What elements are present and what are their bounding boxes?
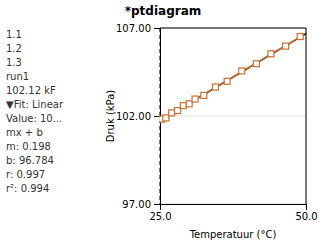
y-tick-label: 107.00 [116,23,151,34]
chart: *ptdiagram 1.1 1.2 1.3 run1 102.12 kF ▼Fit: Li… [0,0,326,246]
data-point [268,51,274,57]
data-point [175,108,181,114]
grid [160,28,306,204]
data-point [201,92,207,98]
annotation: 1.3 [6,57,22,68]
annotation: r²: 0.994 [6,183,49,194]
annotation: run1 [6,71,29,82]
frame-right [306,28,307,204]
series-line [160,34,306,121]
y-tick: 97.00 [122,199,160,210]
data-point [253,61,259,67]
plot-area [159,28,306,204]
y-axis: 97.00 102.00 107.00 [116,23,161,210]
grid-line-x [306,28,307,204]
annotation: 102.12 kF [6,85,56,96]
x-axis: 25.0 50.0 [149,204,317,222]
data-point [180,103,186,109]
x-tick-mark [306,204,307,210]
title: *ptdiagram [125,4,202,18]
annotation: 1.1 [6,29,22,40]
y-tick: 102.00 [116,111,160,122]
annotation: Value: 10... [6,113,62,124]
y-tick-mark [154,204,160,205]
annotation: b: 96.784 [6,155,54,166]
annotation: ▼Fit: Linear [6,99,64,110]
data-point [163,115,169,121]
annotation: m: 0.198 [6,141,51,152]
x-tick-label: 25.0 [149,211,171,222]
x-tick: 50.0 [295,204,317,222]
annotation: r: 0.997 [6,169,45,180]
data-point [224,78,230,84]
frame-top [160,28,306,29]
x-axis-line [161,205,307,211]
y-axis-title: Druk (kPa) [105,90,116,143]
y-tick-mark [154,28,160,29]
data-point [239,68,245,74]
data-point [186,101,192,107]
x-tick: 25.0 [149,204,171,222]
data-point [283,43,289,49]
annotation: mx + b [6,127,43,138]
x-axis-title: Temperatuur (°C) [189,229,277,240]
series-line [162,37,300,120]
annotation: 1.2 [6,43,22,54]
y-tick-label: 102.00 [116,111,151,122]
x-tick-label: 50.0 [295,211,317,222]
y-tick-label: 97.00 [122,199,151,210]
y-tick: 107.00 [116,23,160,34]
grid-line-y [160,28,306,29]
data-point [169,110,175,116]
data-point [192,96,198,102]
grid-line-y [160,116,306,117]
data-point [212,84,218,90]
data-point [297,34,303,40]
